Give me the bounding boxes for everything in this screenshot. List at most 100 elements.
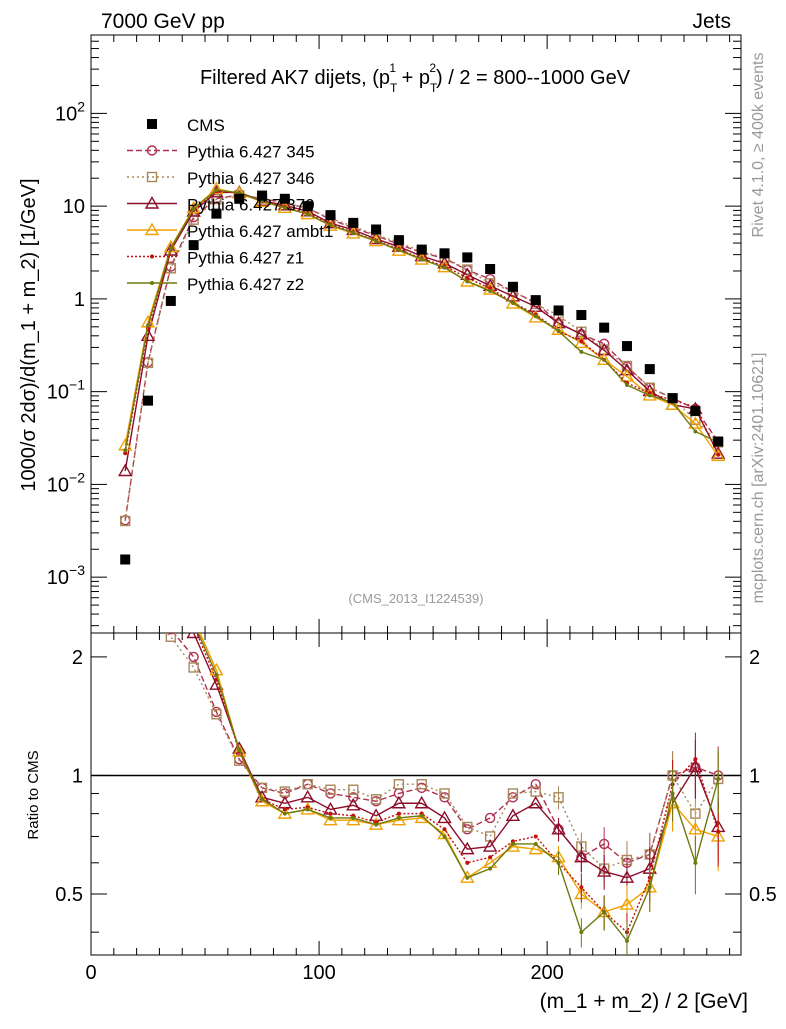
ratio-point bbox=[462, 824, 473, 835]
cms-data-point bbox=[439, 248, 450, 259]
ratio-point bbox=[146, 467, 150, 471]
ratio-point bbox=[596, 864, 612, 877]
ratio-point bbox=[351, 815, 356, 820]
mc-point bbox=[710, 446, 726, 459]
ratio-point bbox=[462, 821, 473, 833]
cms-data-point bbox=[348, 217, 359, 228]
ratio-point bbox=[579, 930, 584, 935]
cms-data-point bbox=[143, 395, 154, 406]
cms-data-point bbox=[302, 201, 313, 212]
mcplots-label: mcplots.cern.ch [arXiv:2401.10621] bbox=[750, 353, 767, 604]
ratio-point bbox=[439, 788, 450, 799]
ratio-point bbox=[370, 794, 382, 805]
legend-label: Pythia 6.427 346 bbox=[187, 169, 315, 188]
y-tick-label: 10−3 bbox=[47, 562, 85, 589]
legend-label: Pythia 6.427 370 bbox=[187, 196, 315, 215]
mc-point bbox=[579, 339, 584, 344]
ratio-line bbox=[192, 633, 719, 879]
mc-point bbox=[120, 515, 131, 527]
mc-point bbox=[305, 212, 310, 217]
mc-point bbox=[254, 194, 270, 207]
ratio-point bbox=[188, 651, 199, 663]
cms-data-point bbox=[713, 436, 724, 447]
ratio-point bbox=[325, 784, 336, 795]
ratio-point bbox=[144, 608, 153, 617]
ratio-line bbox=[165, 633, 719, 870]
ratio-point bbox=[396, 815, 401, 820]
ratio-point bbox=[282, 807, 287, 812]
ratio-line bbox=[199, 633, 719, 913]
ratio-point bbox=[488, 866, 493, 871]
cms-data-point bbox=[599, 322, 610, 333]
legend-label: CMS bbox=[187, 116, 225, 135]
cms-data-point bbox=[120, 554, 131, 565]
mc-point bbox=[602, 357, 607, 362]
mc-point bbox=[688, 416, 703, 429]
analysis-tag: (CMS_2013_I1224539) bbox=[348, 591, 483, 606]
y-tick-label: 10−2 bbox=[47, 469, 85, 496]
y-tick-label: 102 bbox=[55, 98, 85, 125]
mc-point bbox=[574, 335, 589, 349]
ratio-point bbox=[442, 827, 447, 832]
ratio-y-tick-label: 1 bbox=[72, 765, 83, 787]
ratio-y-tick-label: 0.5 bbox=[55, 884, 83, 906]
mc-line bbox=[124, 191, 719, 472]
ratio-point bbox=[598, 838, 610, 850]
mc-point bbox=[665, 397, 680, 410]
mc-point bbox=[277, 197, 293, 211]
ratio-point bbox=[119, 394, 131, 405]
mc-point bbox=[211, 194, 222, 205]
x-tick-label: 100 bbox=[302, 962, 335, 984]
mc-point bbox=[579, 349, 584, 354]
ratio-point bbox=[211, 709, 222, 720]
legend: CMS Pythia 6.427 345 Pythia 6.427 346 Pythi… bbox=[127, 116, 333, 294]
cms-data-point bbox=[325, 210, 336, 221]
ratio-point bbox=[169, 554, 173, 558]
mc-point bbox=[551, 315, 566, 329]
ratio-point bbox=[300, 801, 315, 815]
ratio-y-tick-label-right: 2 bbox=[749, 647, 760, 669]
mc-point bbox=[186, 204, 201, 217]
mc-point bbox=[488, 288, 493, 293]
ratio-point bbox=[282, 811, 287, 816]
y-tick-label: 10−1 bbox=[47, 377, 85, 404]
legend-label: Pythia 6.427 ambt1 bbox=[187, 222, 333, 241]
mc-point bbox=[323, 218, 338, 231]
ratio-point bbox=[232, 744, 247, 757]
ratio-point bbox=[121, 604, 130, 613]
mc-point bbox=[168, 246, 173, 251]
mc-point bbox=[419, 257, 424, 262]
plot-title-tail: ) / 2 = 800--1000 GeV bbox=[436, 67, 631, 89]
ratio-point bbox=[505, 839, 521, 852]
ratio-point bbox=[123, 310, 127, 314]
ratio-point bbox=[348, 784, 359, 795]
ratio-line bbox=[197, 633, 719, 943]
legend-label: Pythia 6.427 z1 bbox=[187, 249, 304, 268]
main-plot-area bbox=[118, 181, 726, 565]
cms-data-point bbox=[211, 208, 222, 219]
ratio-point bbox=[488, 855, 493, 860]
ratio-point bbox=[346, 797, 361, 811]
mc-point bbox=[396, 248, 401, 253]
cms-data-point bbox=[234, 193, 245, 204]
mc-point bbox=[619, 362, 635, 376]
ratio-point bbox=[553, 792, 564, 803]
mc-point bbox=[482, 282, 498, 295]
mc-point bbox=[123, 448, 128, 453]
mc-point bbox=[351, 230, 356, 235]
ratio-point bbox=[305, 807, 310, 812]
ratio-point bbox=[348, 792, 359, 803]
cms-data-point bbox=[690, 405, 701, 416]
ratio-point bbox=[167, 633, 175, 635]
mc-point bbox=[118, 463, 133, 477]
cms-data-point bbox=[188, 240, 199, 251]
mc-point bbox=[710, 448, 726, 462]
mc-point bbox=[510, 300, 515, 305]
ratio-point bbox=[391, 795, 407, 809]
ratio-point bbox=[574, 849, 589, 863]
ratio-point bbox=[123, 322, 127, 326]
ratio-point bbox=[121, 608, 130, 617]
ratio-point bbox=[414, 810, 429, 824]
mc-point bbox=[533, 314, 538, 319]
ratio-point bbox=[260, 797, 265, 802]
